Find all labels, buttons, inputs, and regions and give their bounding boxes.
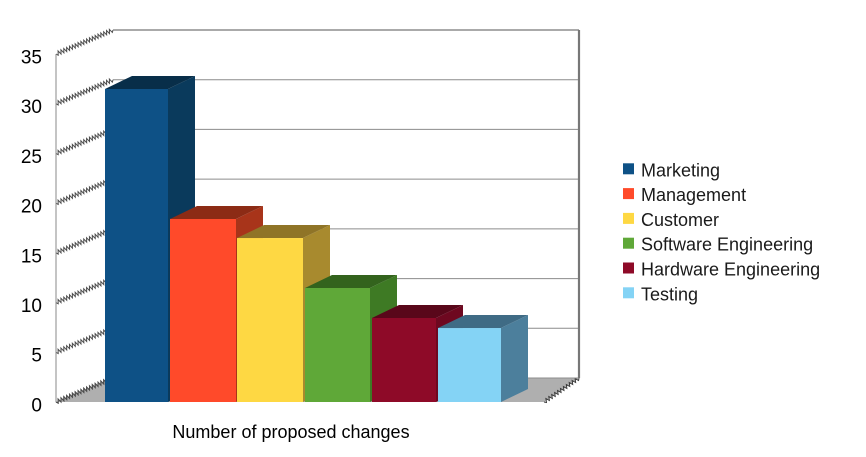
svg-text:30: 30 <box>21 97 42 118</box>
svg-text:25: 25 <box>21 147 42 168</box>
svg-text:Number of proposed changes: Number of proposed changes <box>172 422 409 442</box>
svg-text:10: 10 <box>21 296 42 317</box>
svg-text:Testing: Testing <box>641 284 698 304</box>
svg-text:Marketing: Marketing <box>641 160 720 180</box>
svg-text:20: 20 <box>21 197 42 218</box>
svg-text:Management: Management <box>641 185 746 205</box>
svg-text:Customer: Customer <box>641 210 719 230</box>
svg-text:5: 5 <box>31 346 42 367</box>
svg-text:15: 15 <box>21 246 42 267</box>
svg-text:Software Engineering: Software Engineering <box>641 235 813 255</box>
svg-text:0: 0 <box>31 395 42 416</box>
svg-text:35: 35 <box>21 47 42 68</box>
svg-text:Hardware Engineering: Hardware Engineering <box>641 260 820 280</box>
